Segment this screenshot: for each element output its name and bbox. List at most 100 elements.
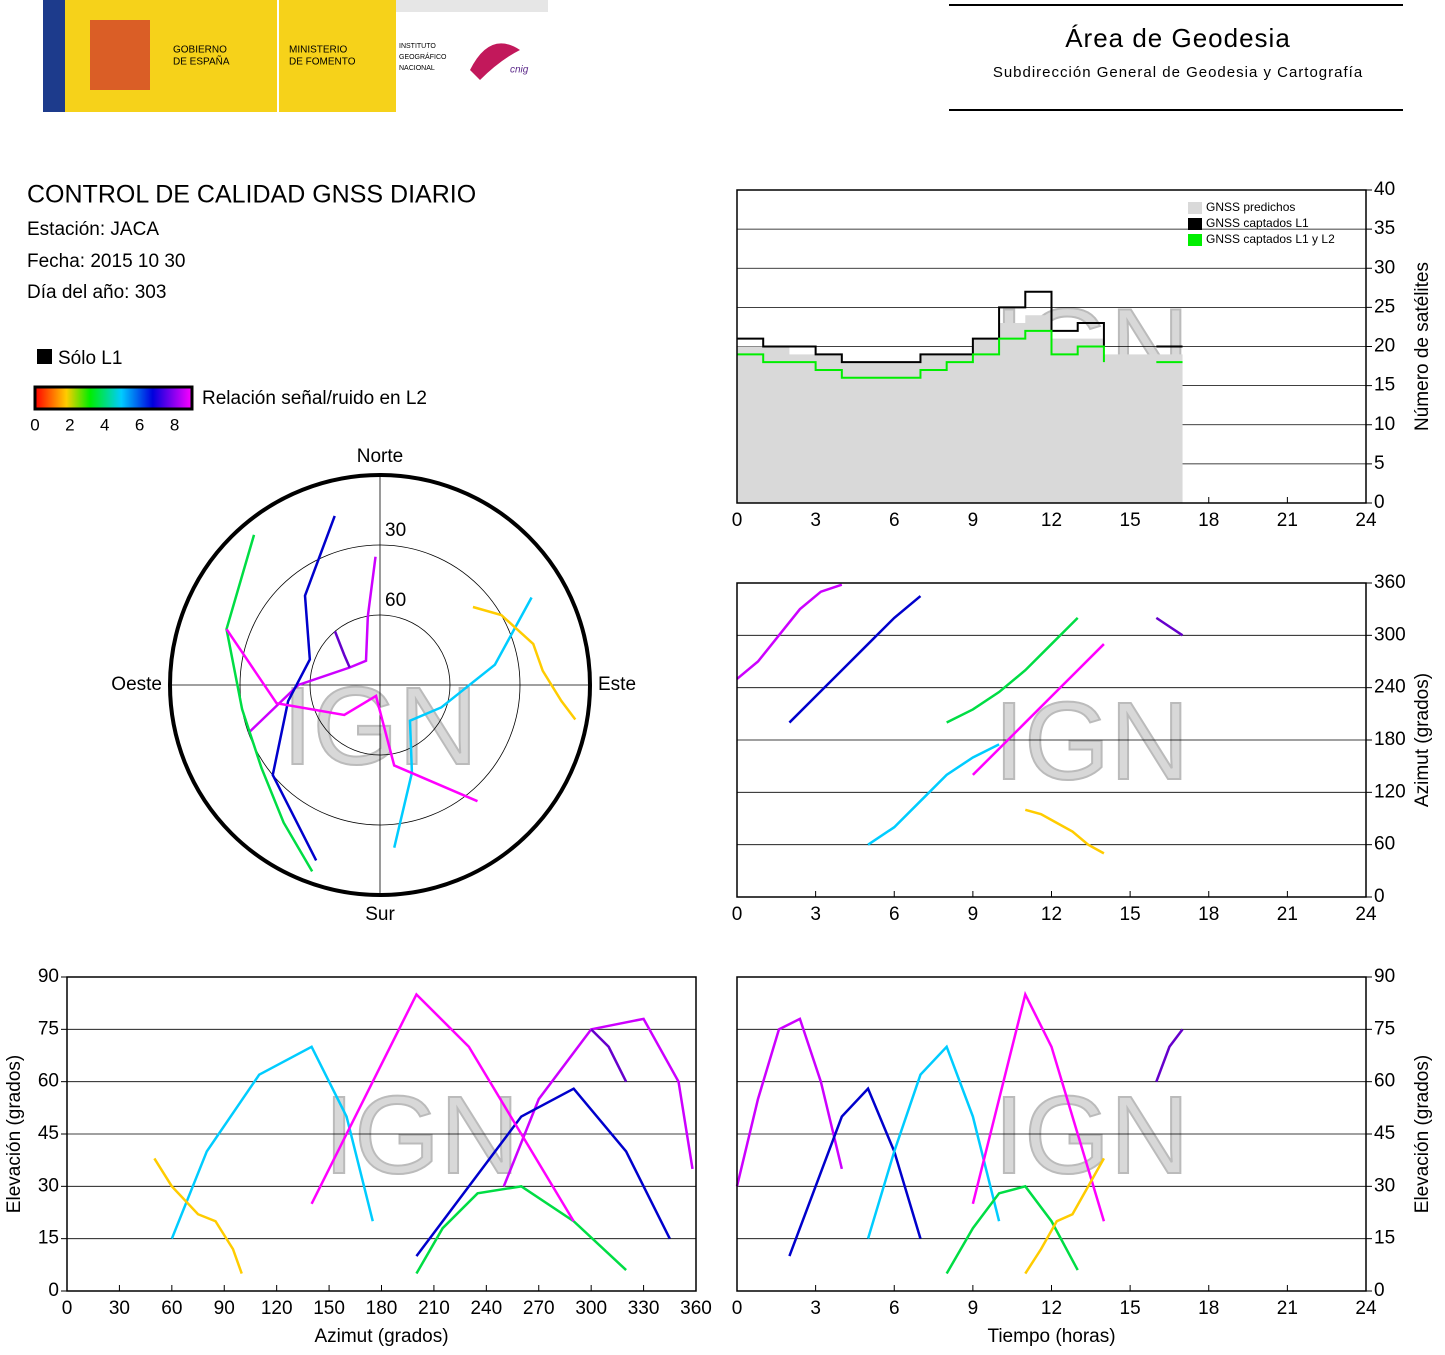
area-subtitle: Subdirección General de Geodesia y Carto… xyxy=(993,64,1363,81)
sky-track xyxy=(472,605,577,721)
x-tick-label: 6 xyxy=(889,904,900,925)
y-tick-label: 20 xyxy=(1374,336,1395,357)
y-tick-label: 15 xyxy=(1374,1228,1395,1249)
institute-text: GEOGRÁFICO xyxy=(399,52,447,61)
coat-of-arms xyxy=(90,20,150,90)
colorbar-tick: 6 xyxy=(135,415,144,434)
y-tick-label: 30 xyxy=(38,1175,59,1196)
sky-track xyxy=(333,630,351,668)
x-tick-label: 240 xyxy=(470,1298,502,1319)
x-tick-label: 12 xyxy=(1041,510,1062,531)
sky-track xyxy=(247,556,377,734)
legend-swatch xyxy=(1188,202,1202,214)
ring-label: 30 xyxy=(385,520,406,541)
series-line xyxy=(867,743,1000,846)
y-tick-label: 15 xyxy=(38,1228,59,1249)
series-line xyxy=(735,1017,844,1187)
y-tick-label: 90 xyxy=(1374,966,1395,987)
y-tick-label: 5 xyxy=(1374,453,1385,474)
legend-label: GNSS captados L1 y L2 xyxy=(1206,232,1335,246)
colorbar xyxy=(33,385,194,411)
series-line xyxy=(788,595,922,724)
x-tick-label: 0 xyxy=(732,510,743,531)
legend-label: GNSS captados L1 xyxy=(1206,216,1309,230)
y-axis-label: Azimut (grados) xyxy=(1412,673,1433,807)
x-tick-label: 210 xyxy=(418,1298,450,1319)
series-line xyxy=(971,990,1106,1222)
series-line xyxy=(310,992,575,1222)
y-tick-label: 45 xyxy=(38,1123,59,1144)
x-tick-label: 9 xyxy=(968,1298,979,1319)
direction-label: Este xyxy=(598,674,636,695)
x-tick-label: 18 xyxy=(1198,1298,1219,1319)
ring-label: 60 xyxy=(385,590,406,611)
series-line xyxy=(1155,1028,1184,1083)
y-tick-label: 0 xyxy=(1374,1280,1385,1301)
cnig-logo xyxy=(470,43,520,80)
l1-swatch xyxy=(37,349,52,364)
y-tick-label: 0 xyxy=(48,1280,59,1301)
series-line xyxy=(415,1087,671,1257)
x-tick-label: 6 xyxy=(889,510,900,531)
l1-label: Sólo L1 xyxy=(58,348,122,369)
elevation-ring xyxy=(239,544,521,826)
series-line xyxy=(170,1045,374,1240)
series-line xyxy=(945,1184,1079,1275)
y-tick-label: 60 xyxy=(1374,834,1395,855)
direction-label: Sur xyxy=(365,904,395,925)
y-axis-label: Elevación (grados) xyxy=(4,1055,25,1213)
report-line: Estación: JACA xyxy=(27,219,159,240)
series-line xyxy=(153,1157,243,1274)
y-tick-label: 10 xyxy=(1374,414,1395,435)
series-line xyxy=(736,583,843,680)
x-tick-label: 21 xyxy=(1277,510,1298,531)
direction-label: Oeste xyxy=(111,674,162,695)
series-line xyxy=(788,1086,922,1257)
series-line xyxy=(415,1185,627,1275)
watermark: IGN xyxy=(994,680,1190,803)
x-tick-label: 120 xyxy=(261,1298,293,1319)
legend-swatch xyxy=(1188,234,1202,246)
y-tick-label: 180 xyxy=(1374,729,1406,750)
ign-logo-band xyxy=(396,0,548,12)
x-axis-label: Tiempo (horas) xyxy=(987,1326,1115,1347)
legend-label: GNSS predichos xyxy=(1206,200,1295,214)
x-axis-label: Azimut (grados) xyxy=(314,1326,448,1347)
series-line xyxy=(866,1044,1001,1240)
x-tick-label: 30 xyxy=(109,1298,130,1319)
report-line: Fecha: 2015 10 30 xyxy=(27,251,185,272)
report-line: Día del año: 303 xyxy=(27,282,166,303)
x-tick-label: 90 xyxy=(214,1298,235,1319)
x-tick-label: 60 xyxy=(161,1298,182,1319)
x-tick-label: 21 xyxy=(1277,1298,1298,1319)
y-tick-label: 15 xyxy=(1374,375,1395,396)
x-tick-label: 15 xyxy=(1120,904,1141,925)
y-tick-label: 30 xyxy=(1374,257,1395,278)
series-line xyxy=(971,643,1105,776)
x-tick-label: 15 xyxy=(1120,510,1141,531)
colorbar-tick: 4 xyxy=(100,415,109,434)
colorbar-tick: 0 xyxy=(30,415,39,434)
x-tick-label: 3 xyxy=(810,510,821,531)
x-tick-label: 3 xyxy=(810,1298,821,1319)
y-tick-label: 0 xyxy=(1374,886,1385,907)
x-tick-label: 150 xyxy=(313,1298,345,1319)
sky-track xyxy=(271,515,336,861)
y-tick-label: 30 xyxy=(1374,1175,1395,1196)
x-tick-label: 3 xyxy=(810,904,821,925)
x-tick-label: 0 xyxy=(62,1298,73,1319)
series-line xyxy=(1024,1157,1106,1275)
x-tick-label: 270 xyxy=(523,1298,555,1319)
watermark: IGN xyxy=(324,1074,520,1197)
gov-text: GOBIERNO xyxy=(173,45,227,56)
plot-frame xyxy=(66,976,697,1292)
x-tick-label: 300 xyxy=(575,1298,607,1319)
y-tick-label: 360 xyxy=(1374,572,1406,593)
y-tick-label: 240 xyxy=(1374,677,1406,698)
x-tick-label: 6 xyxy=(889,1298,900,1319)
y-tick-label: 60 xyxy=(38,1071,59,1092)
eu-band xyxy=(43,0,65,112)
colorbar-tick: 8 xyxy=(170,415,179,434)
